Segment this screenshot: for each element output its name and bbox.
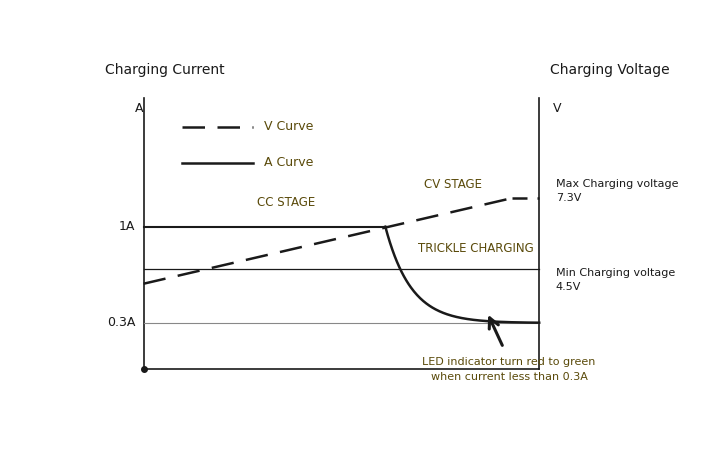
Text: TRICKLE CHARGING: TRICKLE CHARGING — [418, 242, 534, 255]
Text: CC STAGE: CC STAGE — [257, 196, 316, 209]
Text: V Curve: V Curve — [264, 120, 314, 133]
Text: V: V — [553, 102, 562, 115]
Text: CV STAGE: CV STAGE — [424, 178, 482, 191]
Text: Min Charging voltage
4.5V: Min Charging voltage 4.5V — [556, 268, 675, 292]
Text: 0.3A: 0.3A — [107, 316, 135, 330]
Text: Max Charging voltage
7.3V: Max Charging voltage 7.3V — [556, 179, 679, 203]
Text: Charging Current: Charging Current — [105, 63, 225, 77]
Text: A: A — [135, 102, 144, 115]
Text: 1A: 1A — [119, 220, 135, 233]
Text: A Curve: A Curve — [264, 156, 314, 169]
Text: Charging Voltage: Charging Voltage — [550, 63, 670, 77]
Text: LED indicator turn red to green
when current less than 0.3A: LED indicator turn red to green when cur… — [423, 357, 596, 382]
